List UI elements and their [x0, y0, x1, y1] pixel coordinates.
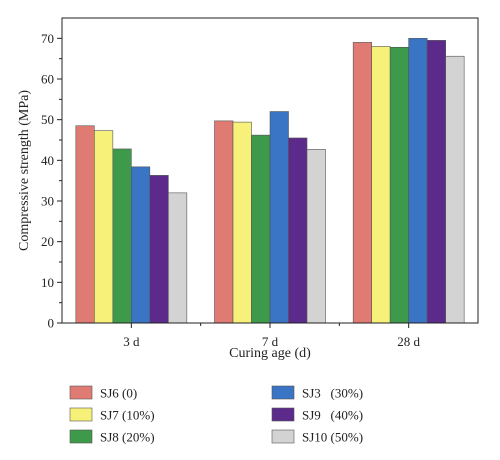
bar-3d-series-5 — [149, 175, 169, 324]
x-axis-title: Curing age (d) — [229, 346, 311, 361]
y-tick-label: 30 — [41, 194, 54, 209]
legend: SJ6 (0) SJ7 (10%) SJ8 (20%) SJ3 (30%) SJ9 (4… — [69, 385, 363, 445]
bar-7d-series-3 — [251, 134, 271, 324]
legend-swatch — [69, 407, 93, 422]
legend-swatch — [271, 385, 295, 400]
legend-swatch — [271, 429, 295, 444]
bar-7d-series-1 — [214, 120, 234, 324]
legend-label: SJ7 (10%) — [100, 408, 155, 423]
bar-3d-series-4 — [131, 166, 151, 324]
bar-3d-series-2 — [94, 130, 114, 324]
x-tick-label: 28 d — [397, 334, 420, 349]
y-tick-label: 70 — [41, 31, 54, 46]
bar-7d-series-2 — [232, 121, 252, 324]
legend-label: SJ9 (40%) — [302, 408, 363, 423]
bar-7d-series-6 — [306, 149, 326, 324]
y-tick-label: 50 — [41, 112, 54, 127]
y-tick-label: 40 — [41, 153, 54, 168]
ticks-layer: 0 10 20 30 40 50 60 70 3 d 7 d 28 d — [41, 31, 421, 349]
legend-label: SJ10 (50%) — [302, 430, 363, 445]
legend-label: SJ6 (0) — [100, 386, 137, 401]
y-axis-title: Compressive strength (MPa) — [17, 90, 32, 251]
legend-label: SJ8 (20%) — [100, 430, 155, 445]
y-tick-label: 60 — [41, 72, 54, 87]
legend-swatch — [271, 407, 295, 422]
bar-7d-series-4 — [269, 111, 289, 324]
y-tick-label: 20 — [41, 234, 54, 249]
bar-28d-series-4 — [408, 38, 428, 324]
legend-swatch — [69, 385, 93, 400]
bar-3d-series-3 — [112, 148, 132, 324]
legend-label: SJ3 (30%) — [302, 386, 363, 401]
legend-swatch — [69, 429, 93, 444]
x-tick-label: 3 d — [123, 334, 140, 349]
bar-3d-series-1 — [75, 125, 95, 324]
bar-7d-series-5 — [288, 137, 308, 324]
bars-layer — [75, 38, 465, 324]
bar-28d-series-1 — [352, 42, 372, 324]
bar-28d-series-6 — [445, 55, 465, 324]
y-tick-label: 0 — [48, 316, 55, 331]
bar-28d-series-2 — [371, 46, 391, 324]
y-tick-label: 10 — [41, 275, 54, 290]
bar-3d-series-6 — [168, 192, 188, 324]
bar-28d-series-3 — [389, 46, 409, 324]
bar-28d-series-5 — [426, 40, 446, 324]
x-tick-label: 7 d — [262, 334, 279, 349]
